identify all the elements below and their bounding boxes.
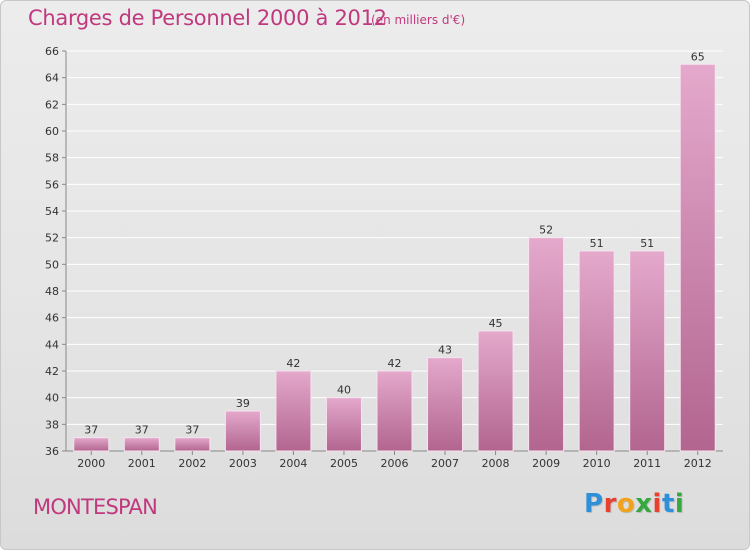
data-label-2010: 51 (590, 237, 604, 250)
logo-letter: t (661, 489, 675, 519)
logo-letter: r (603, 489, 617, 519)
x-tick-label-2002: 2002 (178, 457, 206, 470)
bar-2012 (679, 63, 716, 452)
data-label-2004: 42 (286, 357, 300, 370)
data-label-2002: 37 (185, 424, 199, 437)
data-label-2007: 43 (438, 344, 452, 357)
bar-2011 (629, 250, 666, 452)
y-tick-label: 38 (45, 418, 59, 431)
chart-title: Charges de Personnel 2000 à 2012 (28, 6, 387, 30)
logo-letter: x (635, 489, 653, 519)
bar-2001 (123, 437, 160, 452)
x-tick-label-2007: 2007 (431, 457, 459, 470)
y-tick-label: 40 (45, 392, 59, 405)
x-tick-label-2011: 2011 (633, 457, 661, 470)
logo-letter: i (674, 489, 685, 519)
x-tick-label-2008: 2008 (482, 457, 510, 470)
x-tick-label-2003: 2003 (229, 457, 257, 470)
data-label-2008: 45 (489, 317, 503, 330)
bar-2006 (376, 370, 413, 452)
data-label-2009: 52 (539, 224, 553, 237)
bar-2009 (528, 237, 565, 452)
y-tick-label: 48 (45, 285, 59, 298)
x-tick-label-2006: 2006 (381, 457, 409, 470)
x-tick-label-2005: 2005 (330, 457, 358, 470)
x-tick-label-2009: 2009 (532, 457, 560, 470)
bar-2002 (174, 437, 211, 452)
logo-letter: P (584, 489, 604, 519)
data-label-2001: 37 (135, 424, 149, 437)
data-label-2012: 65 (691, 50, 705, 63)
bar-2010 (578, 250, 615, 452)
bar-2004 (275, 370, 312, 452)
commune-name: MONTESPAN (33, 495, 158, 519)
y-tick-label: 66 (45, 45, 59, 58)
y-tick-label: 42 (45, 365, 59, 378)
y-tick-label: 54 (45, 205, 59, 218)
proxiti-logo[interactable]: Proxiti (584, 489, 684, 519)
x-tick-label-2001: 2001 (128, 457, 156, 470)
logo-letter: i (652, 489, 662, 519)
y-tick-label: 50 (45, 258, 59, 271)
y-tick-label: 36 (45, 445, 59, 458)
y-tick-label: 60 (45, 125, 59, 138)
y-tick-label: 58 (45, 152, 59, 165)
data-label-2005: 40 (337, 384, 351, 397)
y-tick-label: 62 (45, 98, 59, 111)
data-label-2000: 37 (84, 424, 98, 437)
x-tick-label-2010: 2010 (583, 457, 611, 470)
x-tick-label-2000: 2000 (77, 457, 105, 470)
bar-2000 (73, 437, 110, 452)
bar-2003 (224, 410, 261, 452)
data-label-2006: 42 (388, 357, 402, 370)
bar-2007 (427, 357, 464, 452)
data-label-2003: 39 (236, 397, 250, 410)
logo-letter: o (616, 489, 636, 519)
y-tick-label: 64 (45, 72, 59, 85)
y-tick-label: 52 (45, 232, 59, 245)
bar-2008 (477, 330, 514, 452)
chart-subtitle: (en milliers d'€) (371, 13, 466, 27)
y-tick-label: 56 (45, 178, 59, 191)
x-tick-label-2004: 2004 (279, 457, 307, 470)
bar-2005 (325, 397, 362, 452)
y-tick-label: 46 (45, 312, 59, 325)
y-tick-label: 44 (45, 338, 59, 351)
x-tick-label-2012: 2012 (684, 457, 712, 470)
data-label-2011: 51 (640, 237, 654, 250)
